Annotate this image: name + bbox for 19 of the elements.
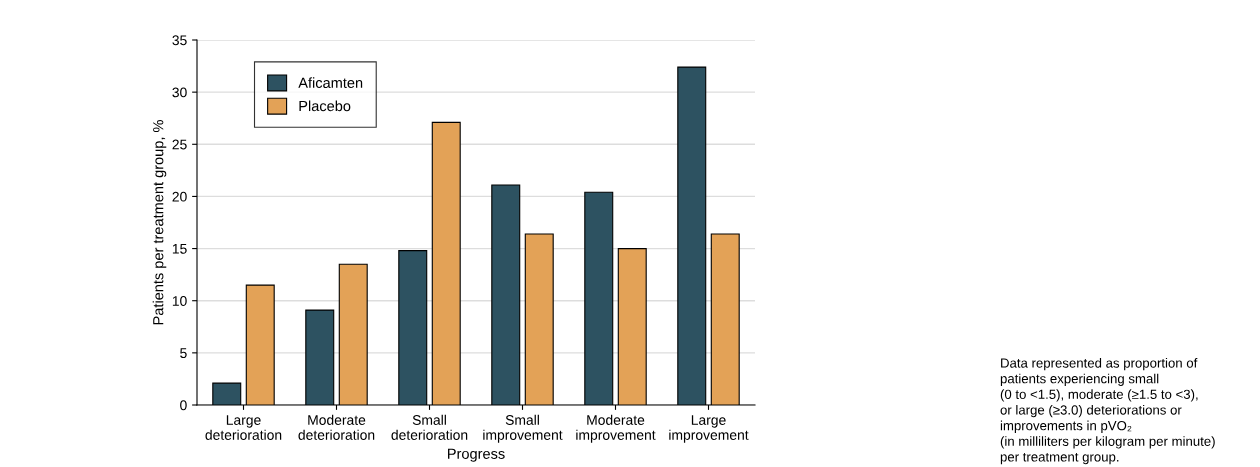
x-tick-label: Moderate improvement xyxy=(576,414,656,443)
x-tick-label: Large deterioration xyxy=(205,415,282,440)
x-tick-label: Small improvement xyxy=(483,414,563,443)
x-tick-label: Moderate deterioration xyxy=(298,414,375,440)
y-tick-label: 25 xyxy=(172,139,187,150)
y-tick-label: 20 xyxy=(172,191,187,202)
legend-label: Placebo xyxy=(299,100,351,112)
y-tick-label: 30 xyxy=(172,87,187,98)
y-tick-label: 35 xyxy=(172,35,187,46)
y-tick-label: 10 xyxy=(172,296,187,306)
legend-label: Aficamten xyxy=(298,77,363,88)
y-tick-label: 0 xyxy=(180,400,187,411)
y-tick-label: 15 xyxy=(172,244,187,254)
x-tick-label: Large improvement xyxy=(669,415,749,443)
y-tick-label: 5 xyxy=(180,348,187,359)
x-tick-label: Small deterioration xyxy=(391,414,468,440)
text: Data represented as proportion of patients experiencing small (0 to <1.5), moderate (≥1.5 to <3), or large (≥3.0) deteriorations or improvements in pVO₂ (in milliliters per kilogram per minute) per treatment group. xyxy=(1000,358,1215,465)
x-axis-title: Progress xyxy=(448,448,505,462)
y-axis-title: Patients per treatment group, % xyxy=(152,120,167,325)
